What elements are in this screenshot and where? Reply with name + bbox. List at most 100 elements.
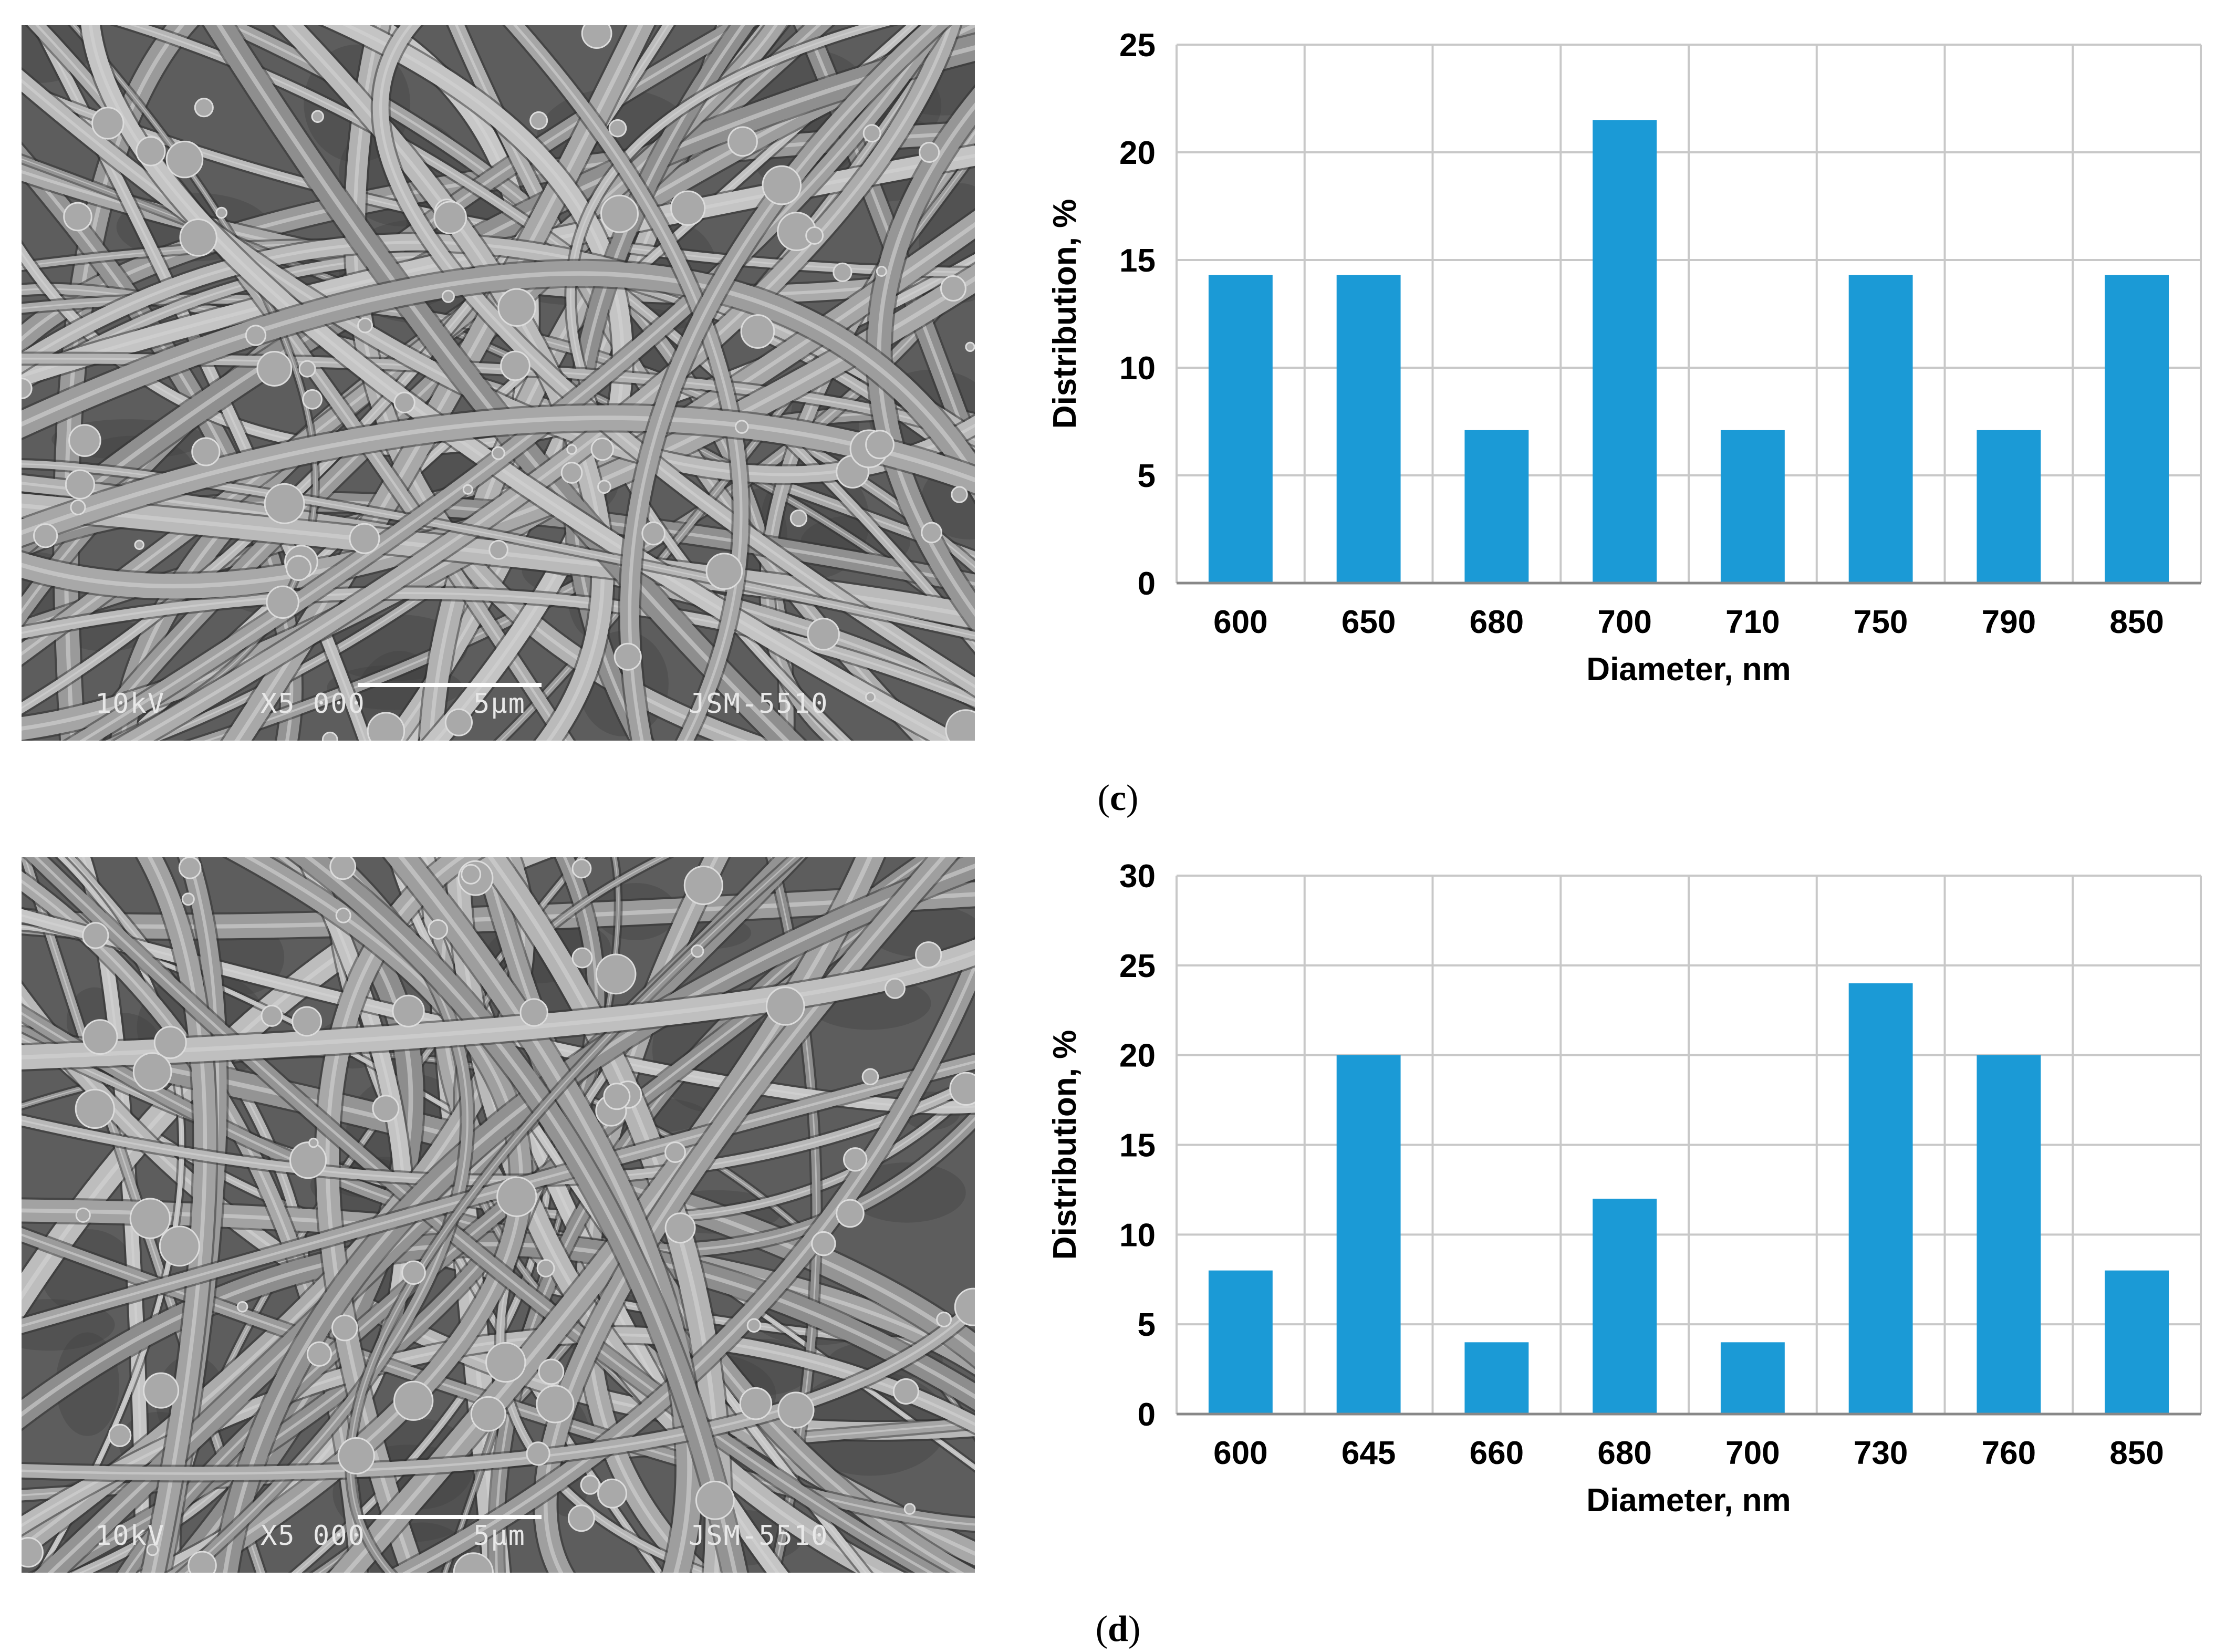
sem-shadow [848,1162,966,1223]
sem-fiber-highlight [22,1304,975,1475]
sem-bead [178,857,202,879]
sem-bead [500,350,531,381]
sem-bead [765,986,805,1026]
sem-bead [571,947,593,969]
sem-bead [372,1095,400,1123]
panel-label-close: ) [1128,1609,1141,1649]
y-tick-label: 0 [1138,1397,1156,1433]
sem-bead [82,1019,118,1055]
bar [1848,275,1913,583]
sem-bead [954,1287,975,1326]
y-tick-label: 15 [1119,1128,1156,1164]
sem-bead [433,201,467,234]
bar [1208,275,1273,583]
y-tick-label: 0 [1138,566,1156,602]
sem-bead [529,111,548,130]
sem-bead [22,378,33,399]
sem-bead [134,539,144,550]
sem-bead [129,1198,171,1239]
panel-label-letter: c [1109,778,1127,818]
sem-fiber-highlight [22,914,975,1109]
bar [1593,1199,1657,1414]
sem-bead [945,709,975,741]
sem-bead [266,585,299,619]
sem-bead [865,692,876,703]
sem-bead [497,288,536,327]
x-tick-label: 600 [1213,1435,1267,1471]
sem-bead [191,437,221,466]
sem-fiber-highlight [204,262,975,741]
sem-bead [919,141,940,163]
sem-bead [65,469,96,500]
sem-scale-bar [358,1515,542,1519]
panel-label-close: ) [1126,778,1139,818]
sem-bead [488,539,508,560]
sem-caption-bar: 10kV X5 000 5μm JSM-5510 [22,688,975,725]
sem-bead [392,994,425,1027]
sem-bead [571,858,592,879]
sem-bead [181,892,195,906]
bar [1464,1342,1529,1414]
y-axis-title: Distribution, % [1047,199,1083,429]
sem-bead [108,1424,132,1447]
sem-bead [331,1314,358,1342]
sem-bead [308,1137,319,1148]
histogram-svg: 0 5 10 15 20 25 600 650 680 700 710 750 790 850 Diamet… [1047,27,2202,688]
sem-caption-bar: 10kV X5 000 5μm JSM-5510 [22,1520,975,1557]
sem-bead [496,1176,537,1218]
bar [1464,430,1529,583]
sem-bead [292,1006,323,1037]
sem-bead [805,226,824,245]
sem-bead [311,110,324,123]
sem-bead [892,1378,919,1405]
bar [2105,275,2169,583]
sem-bead [865,430,895,460]
sem-bead [33,523,58,548]
sem-bead [335,907,351,923]
sem-bead [536,1385,575,1424]
sem-bead [453,1552,494,1573]
x-tick-label: 750 [1854,604,1908,640]
sem-bead [903,1503,916,1515]
sem-magnification: X5 000 [261,688,366,720]
sem-fiber-highlight [22,157,294,741]
y-tick-label: 25 [1119,948,1156,984]
sem-bead [789,509,808,527]
sem-bead [940,275,966,302]
sem-bead [401,1260,426,1285]
panel-label: (d) [0,1608,2236,1650]
sem-bead [949,1072,975,1106]
x-tick-label: 730 [1854,1435,1908,1471]
sem-bead [491,446,505,460]
sem-bead [921,522,942,544]
sem-bead [321,731,338,741]
y-tick-label: 30 [1119,858,1156,895]
sem-bead [595,953,637,995]
sem-bead [600,194,639,233]
sem-scale-label: 5μm [473,1520,526,1552]
y-tick-label: 15 [1119,243,1156,279]
sem-bead [705,553,743,590]
sem-fiber-highlight [803,25,975,466]
sem-bead [519,998,548,1027]
panel-label-open: ( [1097,778,1110,818]
sem-bead [807,618,840,651]
sem-micrograph: 10kV X5 000 5μm JSM-5510 [22,857,975,1573]
sem-bead [833,262,852,282]
x-axis-title: Diameter, nm [1586,1482,1791,1519]
sem-bead [843,1147,868,1172]
sem-bead [641,521,665,546]
y-tick-label: 20 [1119,135,1156,171]
sem-bead [811,1231,836,1256]
sem-fiber-highlight [234,25,643,741]
sem-bead [951,486,968,503]
x-tick-label: 710 [1725,604,1780,640]
panel-label-open: ( [1095,1609,1108,1649]
sem-fiber-highlight [79,25,939,741]
bar [1848,983,1913,1414]
x-axis-title: Diameter, nm [1586,651,1791,688]
x-tick-label: 680 [1597,1435,1651,1471]
sem-bead [261,1004,283,1027]
sem-bead [357,317,373,334]
sem-instrument: JSM-5510 [689,1520,829,1552]
